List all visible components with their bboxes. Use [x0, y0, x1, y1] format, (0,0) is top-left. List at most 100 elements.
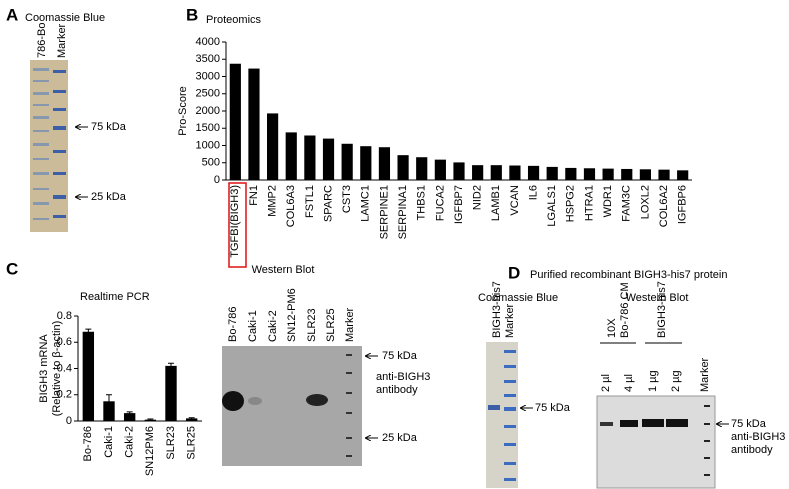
- marker-label: 75 kDa: [731, 418, 767, 430]
- panel-label: C: [6, 259, 18, 278]
- chart-title: Proteomics: [206, 14, 262, 26]
- x-tick-label: SERPINA1: [397, 185, 409, 239]
- y-tick-label: 0.4: [57, 362, 72, 374]
- y-axis-label: Pro-Score: [177, 86, 189, 136]
- lane-label: 786-Bo: [36, 23, 48, 58]
- lane-label: Caki-1: [247, 310, 259, 342]
- bar: [658, 169, 670, 180]
- y-tick-label: 500: [202, 157, 220, 169]
- antibody-label: anti-BIGH3: [376, 371, 430, 383]
- blot-image: [222, 346, 362, 466]
- error-bar: [188, 417, 195, 420]
- error-bar: [126, 411, 133, 415]
- x-tick-label: FSTL1: [304, 185, 316, 218]
- x-tick-label: LAMB1: [490, 185, 502, 221]
- marker-label: 75 kDa: [382, 350, 418, 362]
- panel-title: Purified recombinant BIGH3-his7 protein: [530, 269, 727, 281]
- lane-label: SN12-PM6: [286, 288, 298, 342]
- bar: [123, 413, 136, 421]
- y-tick-label: 0.6: [57, 336, 72, 348]
- bar: [416, 157, 428, 180]
- marker-label: 75 kDa: [91, 121, 127, 133]
- bar: [267, 113, 279, 180]
- y-tick-label: 2500: [196, 88, 220, 100]
- bar: [185, 418, 198, 421]
- y-tick-label: 4000: [196, 36, 220, 48]
- x-tick-label: FN1: [248, 185, 260, 206]
- x-tick-label: COL6A3: [285, 185, 297, 227]
- group-label: 10X: [606, 318, 618, 338]
- bar: [304, 135, 316, 180]
- lane-label: SLR25: [325, 308, 337, 342]
- bar: [285, 132, 297, 180]
- antibody-label: antibody: [376, 384, 418, 396]
- lane-label: Marker: [699, 357, 711, 392]
- bar: [602, 168, 614, 180]
- panel-label: B: [186, 5, 198, 24]
- x-tick-label: TGFBI(BIGH3): [229, 185, 241, 258]
- y-tick-label: 2000: [196, 105, 220, 117]
- x-tick-label: SERPINE1: [378, 185, 390, 239]
- x-tick-label: Caki-2: [124, 426, 136, 458]
- x-tick-label: HSPG2: [565, 185, 577, 222]
- error-bar: [147, 418, 154, 421]
- bar: [360, 146, 372, 180]
- lane-label: Marker: [504, 303, 516, 338]
- lane-label: 2 µg: [670, 370, 682, 392]
- x-tick-label: SPARC: [322, 185, 334, 222]
- x-tick-label: IL6: [527, 185, 539, 200]
- x-tick-label: SLR25: [186, 426, 198, 460]
- bar: [248, 68, 260, 180]
- blot-image: [596, 395, 716, 489]
- x-tick-label: WDR1: [602, 185, 614, 217]
- bar: [546, 166, 558, 180]
- lane-label: 4 µl: [623, 374, 635, 392]
- bar: [341, 143, 353, 180]
- lane-label: Bo-786: [227, 307, 239, 342]
- y-axis-label: BIGH3 mRNA: [38, 334, 50, 403]
- bar: [397, 155, 409, 180]
- x-tick-label: VCAN: [509, 185, 521, 216]
- y-tick-label: 1500: [196, 122, 220, 134]
- antibody-label: anti-BIGH3: [731, 431, 785, 443]
- x-tick-label: COL6A2: [658, 185, 670, 227]
- lane-label: Marker: [56, 23, 68, 58]
- chart-title: Realtime PCR: [80, 291, 150, 303]
- x-tick-label: FAM3C: [621, 185, 633, 222]
- y-tick-label: 0.2: [57, 389, 72, 401]
- x-tick-label: SLR23: [165, 426, 177, 460]
- group-label: BIGH3-his7: [656, 281, 668, 338]
- y-tick-label: 0: [214, 174, 220, 186]
- marker-label: 75 kDa: [535, 402, 571, 414]
- x-tick-label: NID2: [472, 185, 484, 210]
- error-bar: [168, 362, 174, 369]
- x-tick-label: Bo-786: [82, 426, 94, 461]
- gel-title: Coomassie Blue: [25, 12, 105, 24]
- x-tick-label: IGFBP6: [677, 185, 689, 224]
- gel-title: Coomassie Blue: [478, 292, 558, 304]
- y-tick-label: 1000: [196, 139, 220, 151]
- bar: [82, 331, 95, 421]
- x-tick-label: THBS1: [416, 185, 428, 220]
- x-tick-label: CST3: [341, 185, 353, 213]
- blot-title: Western Blot: [252, 264, 315, 276]
- x-tick-label: HTRA1: [583, 185, 595, 221]
- highlight-box: [228, 182, 247, 268]
- y-tick-label: 3500: [196, 53, 220, 65]
- panel-label: A: [6, 5, 18, 24]
- bar: [509, 165, 521, 180]
- x-tick-label: MMP2: [267, 185, 279, 217]
- bar: [165, 365, 177, 421]
- error-bar: [106, 394, 112, 408]
- x-tick-label: LOXL2: [639, 185, 651, 219]
- bar: [322, 138, 335, 180]
- y-tick-label: 0: [66, 415, 72, 427]
- y-tick-label: 3000: [196, 70, 220, 82]
- bar: [434, 159, 446, 180]
- panel-label: D: [508, 263, 520, 282]
- x-tick-label: SN12PM6: [144, 426, 156, 476]
- bar: [472, 165, 484, 180]
- bar: [639, 169, 651, 180]
- bar: [565, 167, 577, 180]
